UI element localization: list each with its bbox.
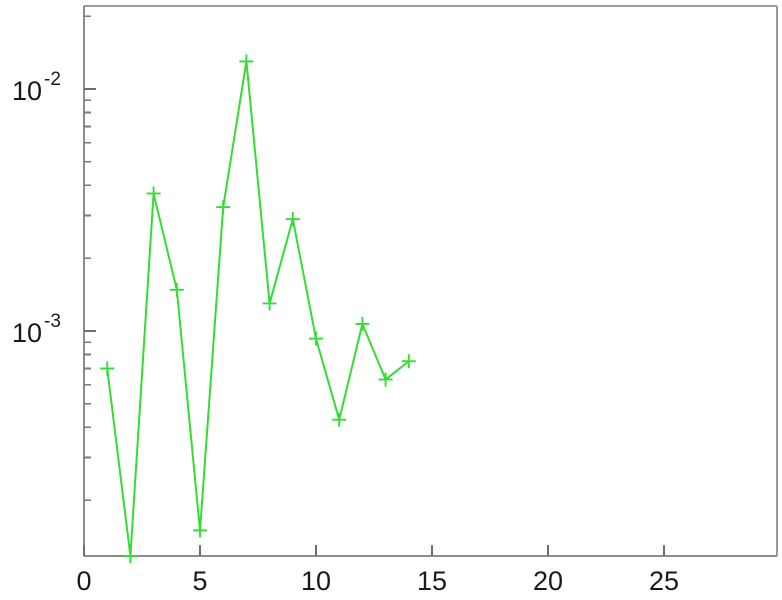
data-point-marker — [332, 412, 347, 427]
data-series-group — [100, 54, 416, 563]
y-tick-label-exponent: -3 — [44, 311, 61, 332]
data-point-marker — [378, 372, 393, 387]
y-tick-label-exponent: -2 — [44, 69, 61, 90]
data-point-marker — [193, 523, 207, 538]
data-point-marker — [100, 361, 115, 376]
data-point-marker — [355, 316, 370, 331]
data-point-marker — [146, 186, 161, 201]
series-markers-1 — [100, 54, 416, 563]
data-point-marker — [169, 282, 184, 297]
x-tick-label: 20 — [533, 566, 563, 596]
data-point-marker — [285, 212, 300, 227]
x-axis: 0 5 10 15 20 25 — [76, 545, 777, 596]
y-axis: 10-210-3 — [12, 6, 96, 556]
x-axis-ticks — [83, 545, 665, 556]
series-line-1 — [106, 60, 410, 557]
x-axis-tick-labels: 0 5 10 15 20 25 — [76, 566, 679, 596]
plot-frame — [84, 4, 779, 556]
x-tick-label: 15 — [417, 566, 447, 596]
x-tick-label: 10 — [301, 566, 331, 596]
data-point-marker — [123, 549, 138, 563]
x-tick-label: 0 — [76, 566, 91, 596]
data-point-marker — [401, 354, 416, 369]
y-axis-tick-labels: 10-210-3 — [12, 69, 61, 348]
data-point-marker — [216, 200, 231, 215]
y-axis-ticks — [84, 15, 96, 501]
y-tick-label-mantissa: 10 — [12, 76, 42, 106]
data-point-marker — [309, 331, 323, 346]
x-tick-label: 5 — [192, 566, 207, 596]
x-tick-label: 25 — [649, 566, 679, 596]
y-tick-label-mantissa: 10 — [12, 318, 42, 348]
data-point-marker — [262, 296, 277, 311]
data-point-marker — [239, 54, 254, 69]
